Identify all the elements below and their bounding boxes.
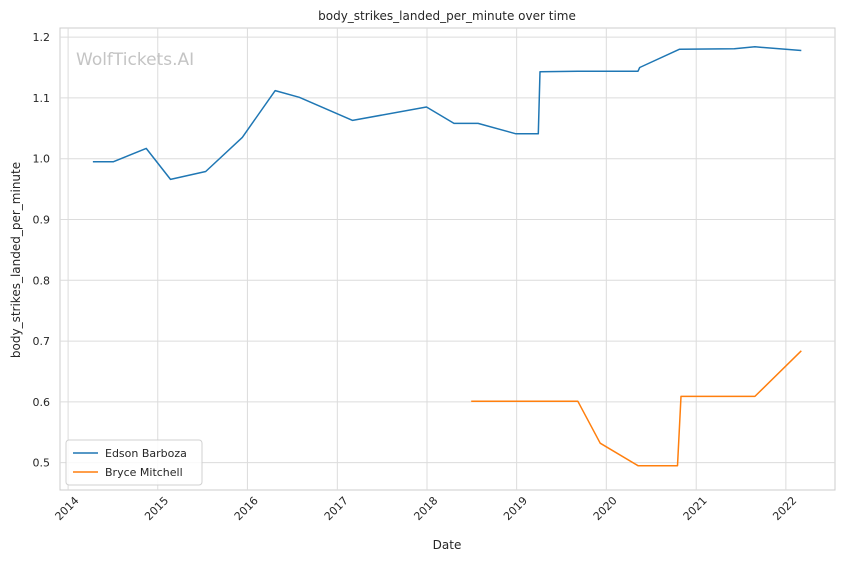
y-tick-label: 0.5	[33, 457, 51, 470]
legend-label-edson-barboza: Edson Barboza	[105, 447, 187, 460]
legend-box	[65, 439, 203, 486]
x-tick-label: 2016	[232, 494, 261, 523]
x-tick-label: 2021	[681, 494, 710, 523]
x-tick-label: 2019	[501, 494, 530, 523]
x-tick-label: 2020	[591, 494, 620, 523]
y-tick-label: 0.9	[33, 213, 51, 226]
y-tick-label: 1.0	[33, 153, 51, 166]
x-axis-label: Date	[433, 538, 462, 552]
series-line-edson-barboza	[92, 46, 802, 181]
y-tick-label: 1.2	[33, 31, 51, 44]
x-tick-label: 2022	[770, 494, 799, 523]
y-tick-label: 0.7	[33, 335, 51, 348]
y-tick-label: 0.6	[33, 396, 51, 409]
series-line-bryce-mitchell	[471, 350, 802, 467]
y-tick-label: 0.8	[33, 274, 51, 287]
legend-label-bryce-mitchell: Bryce Mitchell	[105, 466, 183, 479]
y-axis-label: body_strikes_landed_per_minute	[9, 162, 23, 358]
x-tick-label: 2015	[142, 494, 171, 523]
x-tick-label: 2018	[411, 494, 440, 523]
grid	[60, 28, 835, 490]
y-tick-label: 1.1	[33, 92, 51, 105]
watermark: WolfTickets.AI	[76, 50, 194, 70]
legend: Edson Barboza Bryce Mitchell	[65, 439, 203, 486]
plot-area	[59, 27, 836, 491]
series-lines	[92, 46, 802, 467]
x-tick-label: 2014	[53, 494, 82, 523]
x-tick-label: 2017	[322, 494, 351, 523]
chart-title: body_strikes_landed_per_minute over time	[318, 9, 576, 23]
